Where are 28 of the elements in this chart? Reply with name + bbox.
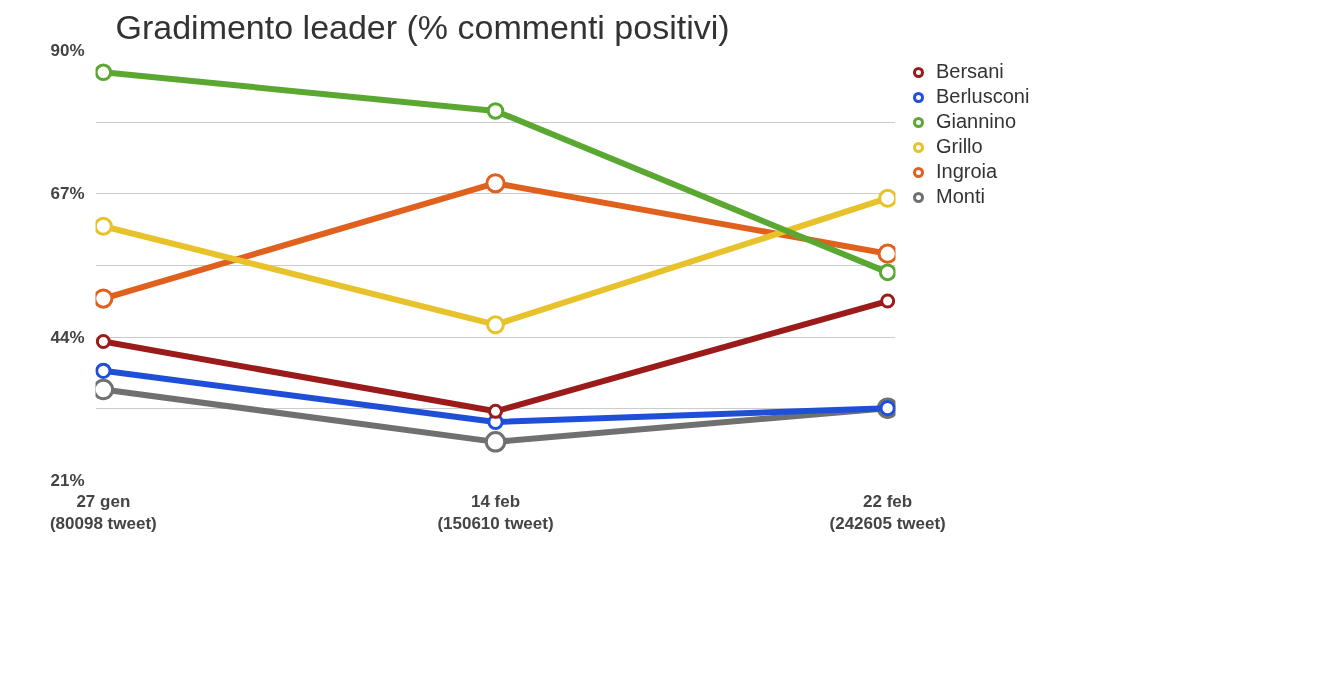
legend-label: Bersani [936, 60, 1004, 83]
point [95, 63, 113, 82]
point [95, 288, 114, 309]
x-tick-label: 22 feb (242605 tweet) [829, 491, 946, 534]
y-tick-label: 67% [50, 184, 85, 204]
point [95, 378, 115, 401]
legend-label: Berlusconi [936, 85, 1030, 108]
point [485, 173, 506, 194]
y-tick-label: 44% [50, 327, 85, 347]
y-tick-label: 90% [50, 41, 85, 60]
point [95, 334, 111, 350]
legend-label: Giannino [936, 110, 1017, 133]
legend-label: Monti [936, 185, 985, 208]
point [877, 243, 896, 264]
y-tick-label: 21% [50, 471, 85, 490]
point [488, 403, 503, 419]
point [486, 315, 505, 335]
x-tick-label: 14 feb (150610 tweet) [437, 491, 554, 534]
point [878, 188, 896, 208]
point [95, 216, 113, 236]
point [95, 362, 112, 379]
legend-label: Ingroia [936, 160, 998, 183]
x-tick-label: 27 gen (80098 tweet) [49, 491, 157, 534]
chart-title: Gradimento leader (% commenti positivi) [115, 7, 730, 46]
point [878, 263, 896, 282]
point [880, 293, 896, 309]
legend-label: Grillo [936, 135, 983, 158]
point [486, 102, 505, 120]
